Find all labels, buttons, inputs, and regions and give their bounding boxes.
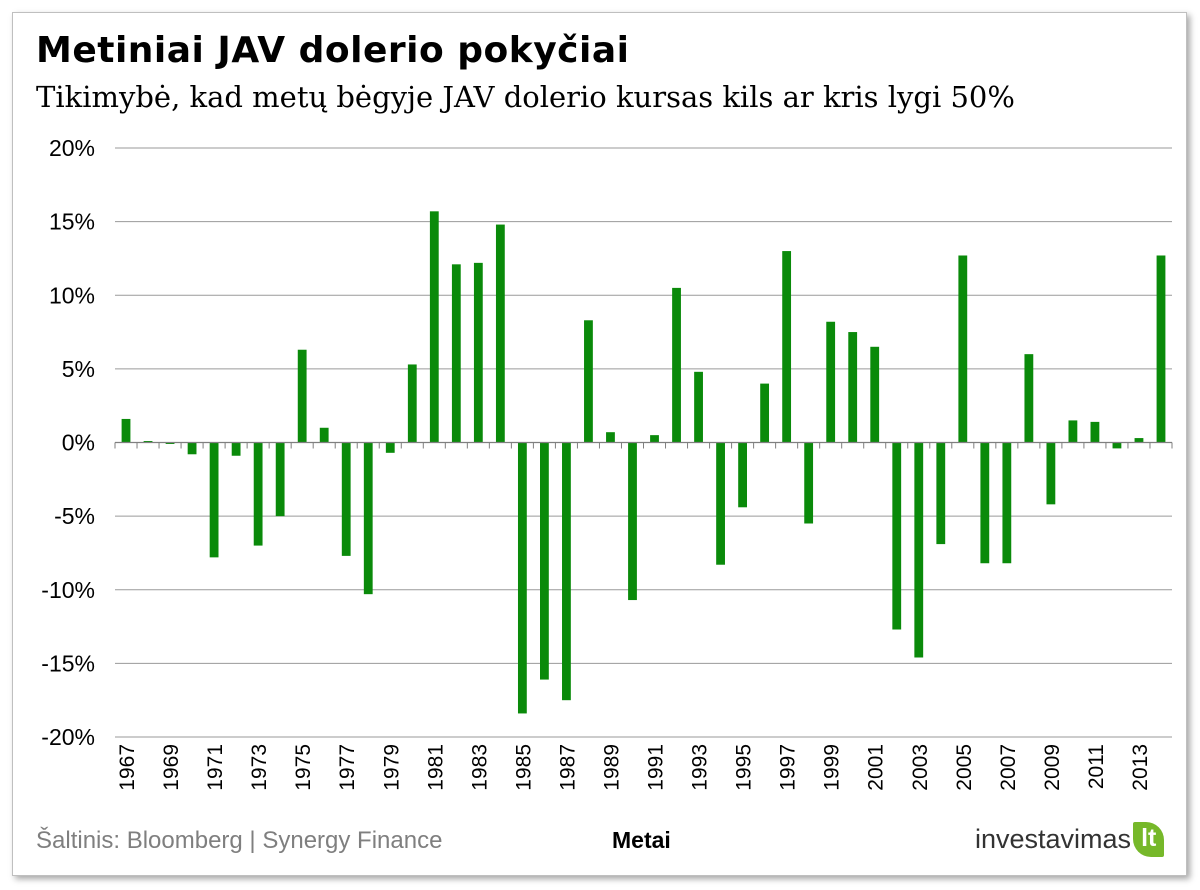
- bar-1967: [121, 418, 131, 443]
- bar-1975: [297, 349, 307, 443]
- x-axis-label: Metai: [612, 827, 671, 853]
- bar-1981: [429, 211, 439, 443]
- y-tick-label: 10%: [49, 282, 95, 308]
- y-tick-label: 20%: [49, 135, 95, 161]
- source-note: Šaltinis: Bloomberg | Synergy Finance: [36, 827, 443, 854]
- bars: [121, 211, 1166, 714]
- chart-title: Metiniai JAV dolerio pokyčiai: [36, 30, 630, 71]
- bar-1980: [407, 364, 417, 443]
- x-tick-label: 1971: [204, 744, 227, 791]
- bar-1972: [231, 442, 241, 456]
- bar-1969: [165, 442, 175, 444]
- gridlines: [115, 147, 1172, 738]
- logo-word: investavimas: [975, 824, 1132, 854]
- bar-1996: [760, 383, 770, 443]
- bar-1986: [540, 442, 549, 680]
- bar-2005: [958, 255, 968, 443]
- x-tick-label: 2003: [909, 744, 932, 791]
- x-tick-label: 1969: [160, 744, 183, 791]
- y-tick-label: -20%: [41, 724, 95, 750]
- bar-1998: [804, 442, 814, 524]
- bar-1997: [782, 251, 792, 443]
- x-tick-label: 1987: [556, 744, 579, 791]
- x-tick-label: 2005: [953, 744, 976, 791]
- bar-1987: [562, 442, 571, 701]
- bar-1999: [826, 321, 836, 443]
- y-tick-label: 15%: [49, 209, 95, 235]
- x-tick-label: 1997: [777, 744, 800, 791]
- bar-1992: [672, 287, 681, 443]
- bar-2004: [936, 442, 946, 545]
- bar-1970: [187, 442, 197, 455]
- y-tick-label: 5%: [62, 356, 95, 382]
- bar-1989: [606, 432, 615, 443]
- bar-2014: [1156, 255, 1166, 443]
- y-axis-ticks: 20% 15% 10% 5% 0% -5% -10% -15% -20%: [41, 135, 95, 750]
- y-tick-label: 0%: [62, 430, 95, 456]
- y-tick-label: -5%: [54, 503, 95, 529]
- bar-1979: [385, 442, 395, 453]
- bar-2007: [1002, 442, 1012, 564]
- x-tick-label: 1973: [248, 744, 271, 791]
- bar-1991: [650, 435, 659, 443]
- bar-1976: [319, 427, 329, 443]
- x-tick-label: 1975: [292, 744, 315, 791]
- x-tick-label: 1981: [424, 744, 447, 791]
- x-tick-label: 1995: [733, 744, 756, 791]
- x-tick-label: 1985: [512, 744, 535, 791]
- bar-1971: [209, 442, 219, 558]
- bar-1993: [694, 371, 703, 443]
- x-tick-label: 1967: [116, 744, 139, 791]
- bar-1968: [143, 441, 153, 443]
- bar-2001: [870, 346, 880, 443]
- bar-1995: [738, 442, 747, 508]
- y-tick-label: -15%: [41, 650, 95, 676]
- bar-1977: [341, 442, 351, 556]
- bar-2003: [914, 442, 924, 658]
- bar-1994: [716, 442, 725, 565]
- x-tick-label: 1993: [689, 744, 712, 791]
- x-tick-label: 2013: [1129, 744, 1152, 791]
- bar-1984: [495, 224, 505, 443]
- logo-leaf-badge: lt: [1133, 822, 1165, 857]
- x-tick-label: 2011: [1085, 744, 1108, 789]
- x-tick-label: 2001: [865, 744, 888, 791]
- bar-2009: [1046, 442, 1056, 505]
- bar-2006: [980, 442, 990, 564]
- x-tick-label: 1999: [821, 744, 844, 791]
- x-tick-label: 1991: [645, 744, 668, 791]
- chart-subtitle: Tikimybė, kad metų bėgyje JAV dolerio ku…: [36, 80, 1015, 114]
- bar-1978: [363, 442, 373, 595]
- x-tick-label: 1977: [336, 744, 359, 791]
- bar-2013: [1134, 438, 1144, 443]
- bar-1982: [451, 264, 461, 443]
- x-tick-label: 2009: [1041, 744, 1064, 791]
- bar-1974: [275, 442, 285, 517]
- bar-2002: [892, 442, 902, 630]
- bar-1990: [628, 442, 637, 601]
- x-tick-label: 1983: [468, 744, 491, 791]
- investavimas-logo[interactable]: investavimas lt: [975, 822, 1165, 864]
- x-tick-label: 1989: [601, 744, 624, 791]
- x-axis: [114, 441, 1173, 449]
- x-tick-label: 2007: [997, 744, 1020, 791]
- x-axis-ticks: 1967 1969 1971 1973 1975 1977 1979 1981 1983 1985…: [116, 744, 1152, 791]
- bar-1983: [473, 262, 483, 443]
- x-tick-label: 1979: [380, 744, 403, 791]
- y-tick-label: -10%: [41, 577, 95, 603]
- bar-1985: [517, 442, 527, 714]
- bar-2012: [1112, 442, 1122, 449]
- bar-2008: [1024, 354, 1034, 443]
- bar-2011: [1090, 421, 1100, 443]
- bar-2000: [848, 332, 858, 443]
- bar-2010: [1068, 420, 1078, 443]
- bar-1988: [584, 320, 593, 443]
- bar-1973: [253, 442, 263, 546]
